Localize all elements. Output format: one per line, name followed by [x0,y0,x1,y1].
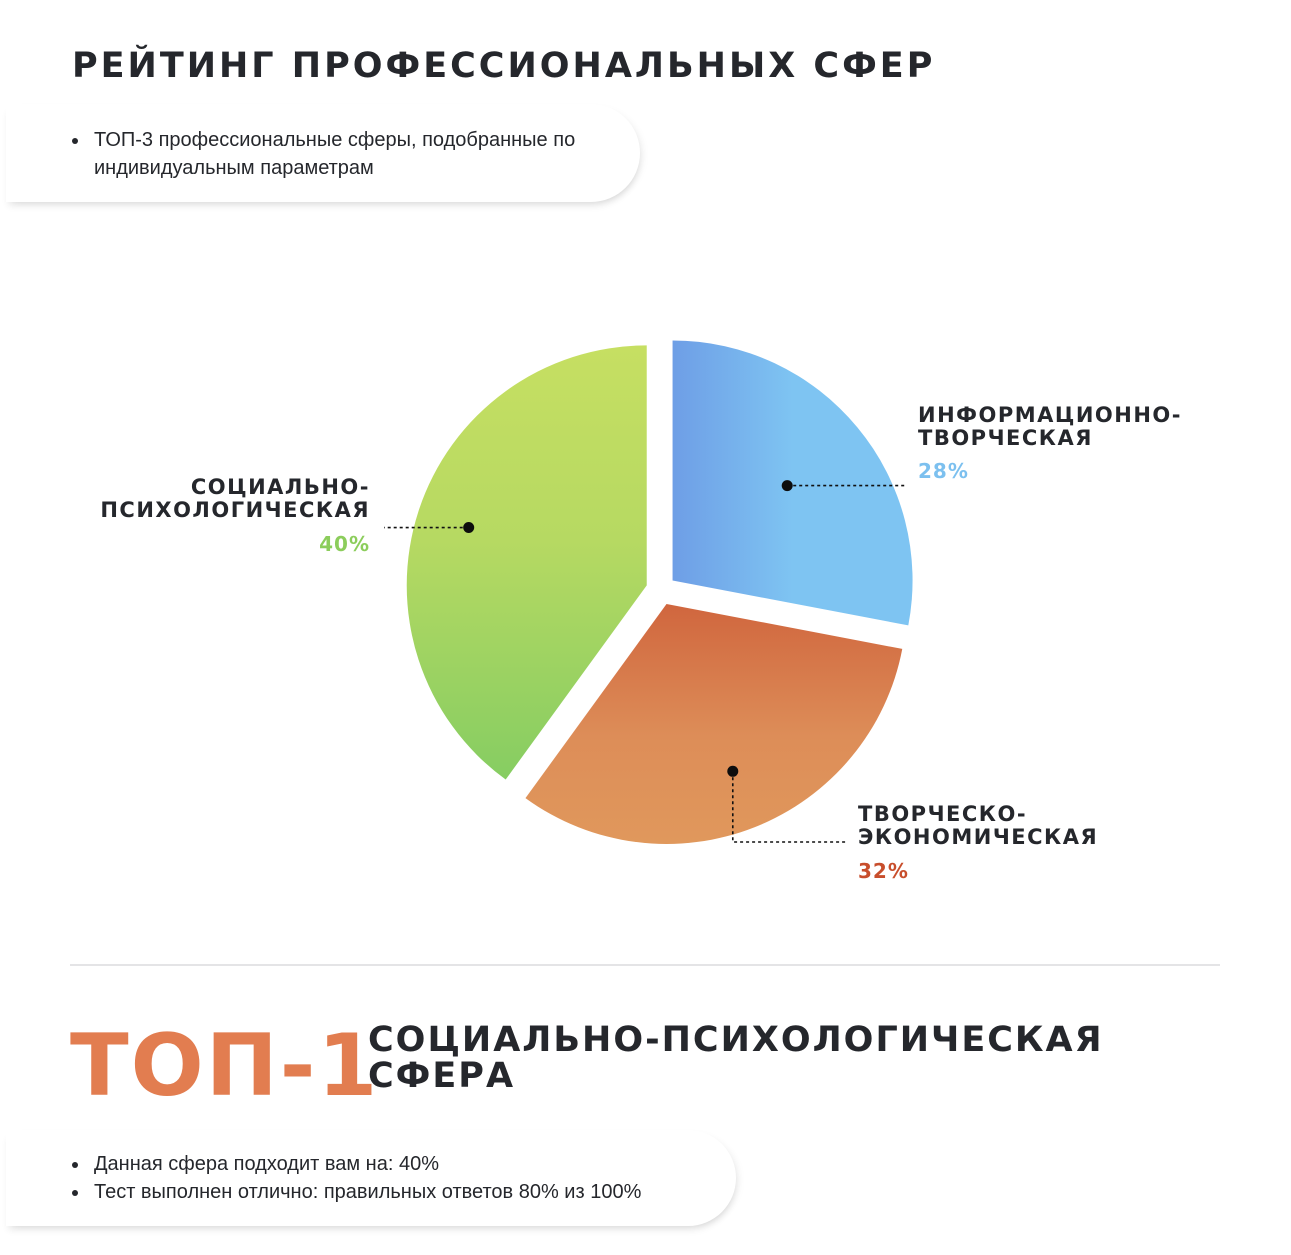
intro-bullet: ТОП-3 профессиональные сферы, подобранны… [70,126,610,182]
leader-dot-info-creative [781,480,793,492]
result-card [6,1130,736,1226]
leaders-layer [384,480,905,843]
top-rank-badge: ТОП-1 [70,1016,380,1116]
result-list: Данная сфера подходит вам на: 40% Тест в… [70,1150,730,1206]
slices-layer [406,340,913,844]
top-sphere-title: СОЦИАЛЬНО-ПСИХОЛОГИЧЕСКАЯ СФЕРА [368,1020,1104,1096]
leader-dot-social-psych [463,522,475,534]
slice-value-info-creative: 28% [918,459,969,483]
pie-chart [384,340,913,844]
slice-label-social-psych: СОЦИАЛЬНО-ПСИХОЛОГИЧЕСКАЯ [100,475,370,522]
slice-label-info-creative: ИНФОРМАЦИОННО-ТВОРЧЕСКАЯ [918,403,1182,450]
slice-label-creative-econ: ТВОРЧЕСКО-ЭКОНОМИЧЕСКАЯ [858,802,1099,849]
result-bullet-fit: Данная сфера подходит вам на: 40% [70,1150,730,1178]
intro-list: ТОП-3 профессиональные сферы, подобранны… [70,126,610,182]
section-divider [70,964,1220,966]
page-title: РЕЙТИНГ ПРОФЕССИОНАЛЬНЫХ СФЕР [72,46,936,86]
pie-slice-info-creative [672,340,913,626]
slice-value-creative-econ: 32% [858,859,909,883]
leader-dot-creative-econ [727,765,739,777]
intro-card [6,104,640,202]
result-bullet-score: Тест выполнен отлично: правильных ответо… [70,1178,730,1206]
pie-slice-creative-econ [525,603,903,844]
pie-slice-social-psych [406,345,647,780]
slice-value-social-psych: 40% [319,532,370,556]
